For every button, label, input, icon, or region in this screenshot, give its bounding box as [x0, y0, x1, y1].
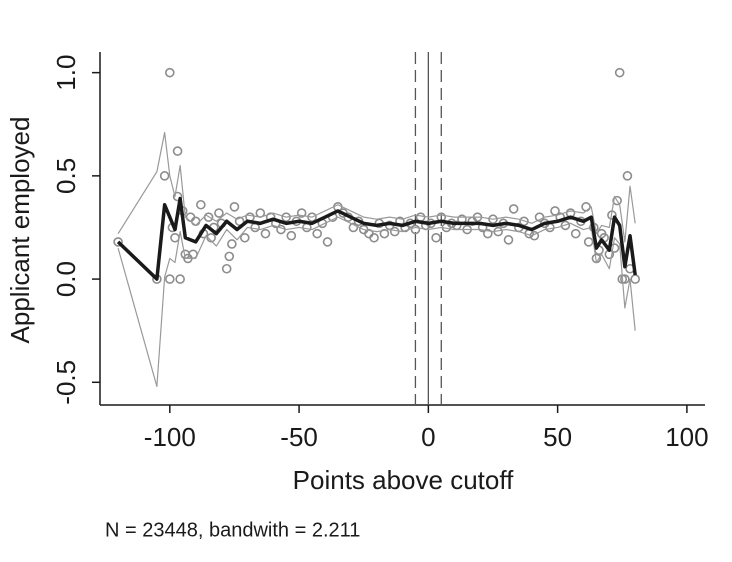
scatter-point: [503, 235, 514, 245]
scatter-point: [312, 228, 322, 239]
x-tick-label: -50: [280, 422, 318, 452]
y-tick-label: -0.5: [51, 360, 81, 405]
line: [116, 196, 637, 281]
x-tick-label: -100: [144, 422, 196, 452]
y-tick-label: 0.0: [51, 261, 81, 297]
note: N = 23448, bandwith = 2.211: [105, 519, 360, 541]
scatter-point: [260, 228, 271, 239]
line: [117, 131, 636, 243]
scatter-point: [239, 232, 250, 243]
y-axis-title: Applicant employed: [5, 117, 35, 344]
scatter-point: [614, 67, 625, 78]
scatter-point: [281, 212, 291, 222]
scatter-point: [431, 232, 441, 243]
line: [117, 216, 636, 388]
x-tick-label: 100: [665, 422, 708, 452]
scatter-point: [483, 228, 493, 239]
scatter-point: [172, 146, 183, 156]
scatter-point: [389, 226, 400, 237]
scatter-point: [206, 232, 216, 243]
scatter-point: [165, 274, 175, 284]
scatter-point: [307, 212, 317, 222]
scatter-point: [224, 251, 235, 262]
scatter-point: [196, 199, 206, 210]
scatter-point: [227, 239, 237, 249]
y-tick-label: 0.5: [51, 158, 81, 194]
scatter-point: [612, 195, 622, 206]
scatter-point: [488, 214, 498, 225]
scatter-point: [622, 171, 633, 181]
scatter-point: [369, 232, 379, 243]
scatter-point: [583, 237, 594, 247]
x-tick-label: 50: [543, 422, 572, 452]
scatter-point: [379, 228, 390, 239]
scatter-point: [630, 274, 640, 284]
scatter-point: [570, 228, 581, 239]
scatter-point: [560, 220, 571, 231]
scatter-point: [172, 191, 183, 202]
scatter-point: [620, 274, 630, 284]
scatter-point: [214, 208, 224, 218]
scatter-point: [581, 202, 591, 212]
x-tick-label: 0: [421, 422, 435, 452]
scatter-point: [159, 171, 170, 181]
x-axis-title: Points above cutoff: [293, 465, 514, 495]
y-tick-label: 1.0: [51, 55, 81, 91]
scatter-point: [348, 222, 359, 233]
scatter-point: [170, 232, 180, 243]
scatter-point: [175, 274, 185, 284]
scatter-point: [410, 224, 421, 235]
scatter-point: [322, 237, 333, 247]
scatter-point: [165, 67, 175, 78]
scatter-point: [229, 202, 240, 212]
scatter-point: [286, 230, 297, 241]
scatter-point: [221, 263, 232, 274]
scatter-point: [113, 237, 123, 247]
scatter-point: [508, 204, 519, 214]
scatter-point: [296, 208, 307, 218]
